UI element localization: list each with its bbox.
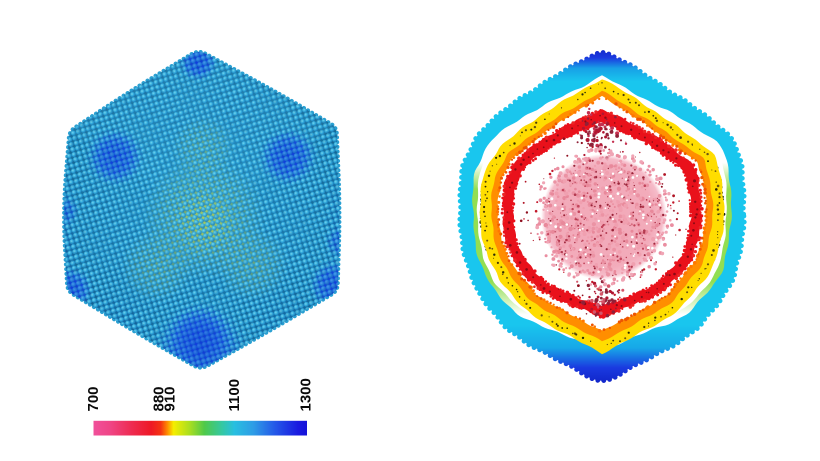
svg-text:1300: 1300 [297, 378, 314, 411]
svg-text:1100: 1100 [226, 379, 243, 412]
svg-text:910: 910 [161, 386, 178, 411]
svg-text:700: 700 [85, 386, 102, 411]
svg-text:880: 880 [150, 386, 167, 411]
